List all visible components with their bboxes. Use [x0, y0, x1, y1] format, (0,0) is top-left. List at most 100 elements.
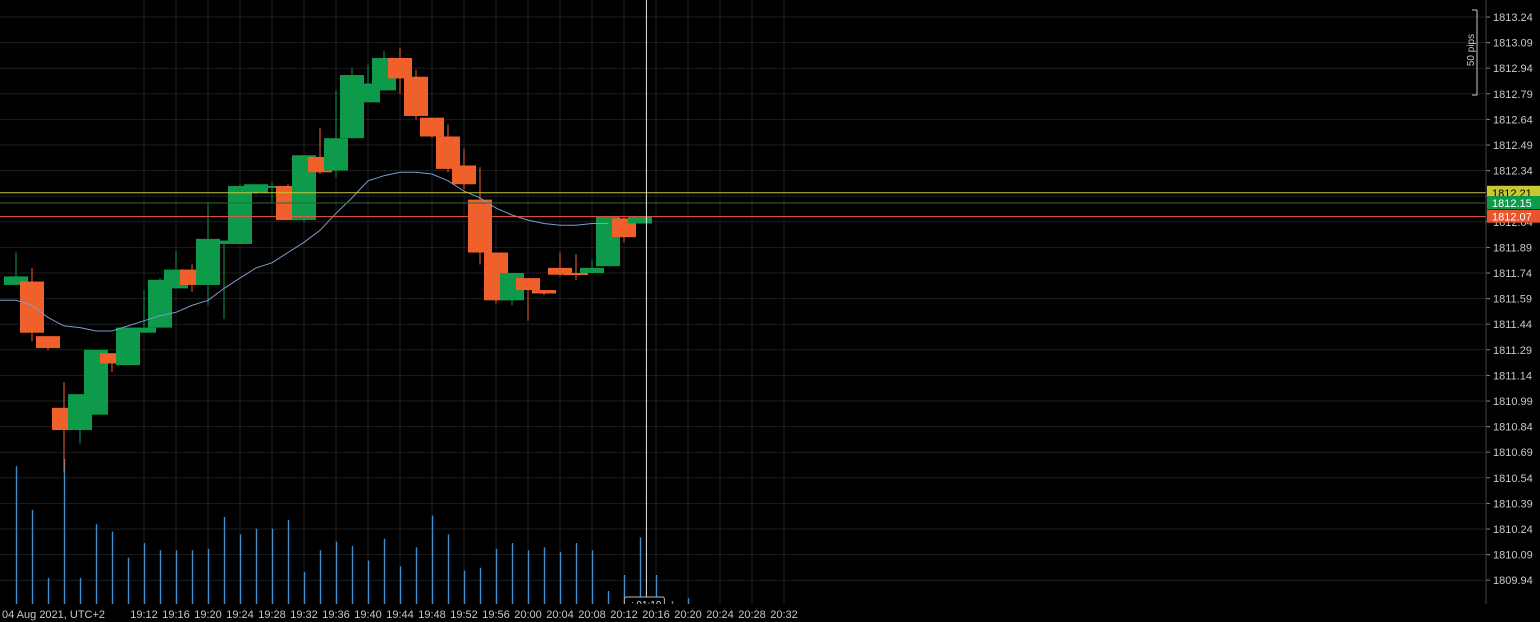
x-tick-label: 19:40 [354, 609, 382, 621]
y-tick-label: 1810.09 [1493, 550, 1533, 562]
candle [100, 353, 124, 372]
candle-body [420, 117, 444, 137]
candle [340, 68, 364, 139]
x-tick-label: 20:00 [514, 609, 542, 621]
x-tick-label: 19:28 [258, 609, 286, 621]
candle [4, 252, 28, 285]
candle [20, 267, 44, 342]
candle-body [516, 278, 540, 291]
y-tick-label: 1812.64 [1493, 114, 1533, 126]
candle-body [228, 185, 252, 244]
candle-body [36, 336, 60, 349]
x-axis-panel[interactable] [0, 604, 1486, 622]
candle-body [564, 273, 588, 275]
bid-price-tag [1487, 209, 1540, 223]
y-tick-label: 1811.44 [1493, 319, 1532, 331]
candle-body [116, 327, 140, 366]
mid-price-tag [1487, 196, 1540, 210]
x-tick-label: 20:08 [578, 609, 606, 621]
candle-body [628, 216, 652, 224]
y-tick-label: 1809.94 [1493, 575, 1533, 587]
candle [132, 290, 156, 333]
x-tick-label: 19:52 [450, 609, 478, 621]
x-tick-label: 19:36 [322, 609, 350, 621]
y-tick-label: 1813.09 [1493, 38, 1533, 50]
y-tick-label: 1811.74 [1493, 268, 1532, 280]
candle-body [4, 276, 28, 285]
x-tick-label: 20:20 [674, 609, 702, 621]
pips-scale-marker: 50 pips [1466, 9, 1478, 96]
candle [516, 278, 540, 321]
y-tick-label: 1811.59 [1493, 294, 1532, 306]
x-tick-label: 19:24 [226, 609, 254, 621]
y-tick-label: 1810.84 [1493, 422, 1533, 434]
x-tick-label: 19:44 [386, 609, 414, 621]
x-tick-label: 20:32 [770, 609, 798, 621]
candle [436, 124, 460, 173]
candle [116, 327, 140, 366]
candle [228, 184, 252, 244]
volume-layer [15, 459, 690, 604]
moving-average-line [0, 171, 608, 332]
candle-body [196, 238, 220, 285]
y-tick-label: 1811.14 [1493, 370, 1532, 382]
candle-body [260, 185, 284, 188]
x-tick-label: 19:56 [482, 609, 510, 621]
candle [324, 90, 348, 178]
candle-body [580, 267, 604, 273]
x-tick-label: 19:12 [130, 609, 158, 621]
candle-body [532, 290, 556, 294]
candle [532, 290, 556, 296]
candle [388, 47, 412, 94]
scale-marker-label: 50 pips [1466, 34, 1477, 66]
candle-body [548, 267, 572, 275]
x-tick-label: 20:28 [738, 609, 766, 621]
candle [404, 69, 428, 120]
y-tick-label: 1810.24 [1493, 524, 1533, 536]
candle-body [100, 353, 124, 364]
candle-body [132, 327, 156, 333]
candle [36, 336, 60, 350]
y-tick-label: 1812.79 [1493, 89, 1533, 101]
candle [420, 117, 444, 139]
x-tick-label: 19:48 [418, 609, 446, 621]
y-tick-label: 1811.29 [1493, 345, 1532, 357]
mid-price-tag-label: 1812.15 [1492, 198, 1532, 210]
moving-average-layer [0, 171, 608, 332]
x-tick-label: 19:20 [194, 609, 222, 621]
candle [468, 167, 492, 265]
x-tick-label: 19:32 [290, 609, 318, 621]
x-tick-label: 20:16 [642, 609, 670, 621]
y-tick-label: 1813.24 [1493, 12, 1533, 24]
x-tick-label: 20:12 [610, 609, 638, 621]
candle-body [388, 57, 412, 79]
candle [548, 252, 572, 277]
x-tick-label: 20:24 [706, 609, 734, 621]
y-tick-label: 1811.89 [1493, 242, 1532, 254]
y-tick-label: 1812.34 [1493, 166, 1533, 178]
y-tick-label: 1812.49 [1493, 140, 1533, 152]
candle [212, 240, 236, 320]
candle-body [324, 138, 348, 171]
candle-body [244, 184, 268, 193]
price-line-layer [0, 192, 1486, 218]
y-tick-label: 1810.69 [1493, 447, 1533, 459]
x-tick-label: 19:16 [162, 609, 190, 621]
candle [628, 216, 652, 224]
candle-body [212, 240, 236, 244]
candle [196, 203, 220, 306]
candle-body [452, 165, 476, 185]
x-axis-date-label: 04 Aug 2021, UTC+2 [2, 609, 105, 621]
y-axis-panel[interactable] [1486, 0, 1540, 604]
x-tick-label: 20:04 [546, 609, 574, 621]
y-tick-label: 1810.99 [1493, 396, 1533, 408]
ask-price-tag [1487, 185, 1540, 199]
y-tick-label: 1810.54 [1493, 473, 1533, 485]
candle [564, 254, 588, 280]
candle-body [404, 76, 428, 116]
candle-body [20, 281, 44, 333]
